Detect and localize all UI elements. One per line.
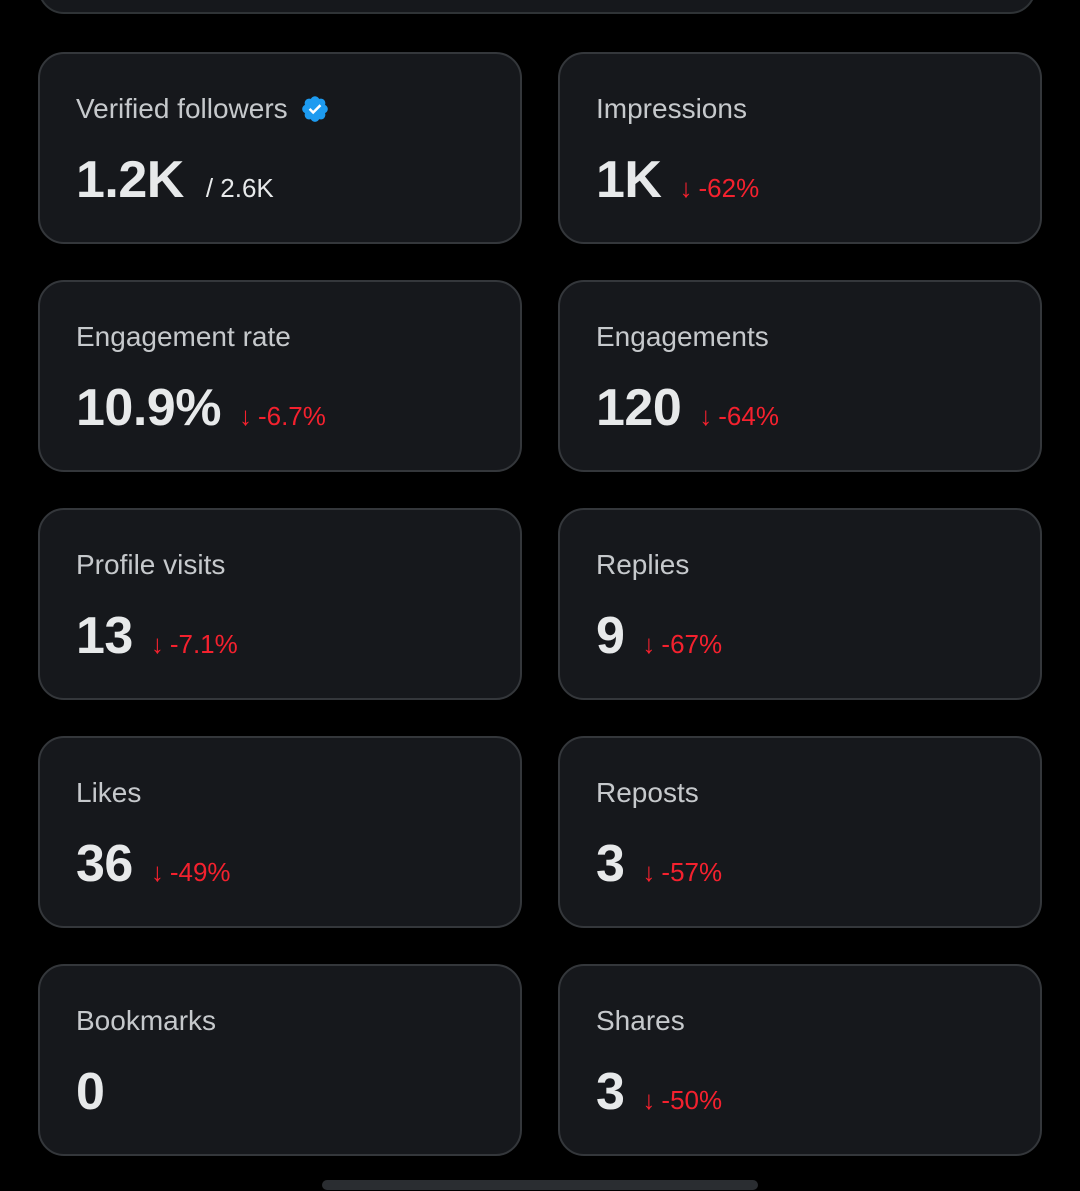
- metric-change: ↓ -7.1%: [151, 629, 238, 660]
- metric-card-engagements[interactable]: Engagements 120 ↓ -64%: [558, 280, 1042, 472]
- metric-change-value: -50%: [661, 1085, 723, 1115]
- metric-card-verified-followers[interactable]: Verified followers 1.2K / 2.6K: [38, 52, 522, 244]
- metric-change-value: -57%: [661, 857, 723, 887]
- metric-label: Bookmarks: [76, 1005, 217, 1036]
- metric-change-value: -64%: [718, 401, 779, 431]
- metric-value-row: 120 ↓ -64%: [596, 378, 1004, 438]
- verified-badge-icon: [301, 96, 328, 122]
- arrow-down-icon: ↓: [642, 857, 656, 887]
- metric-value-row: 3 ↓ -50%: [596, 1062, 1004, 1122]
- metric-value-row: 1K ↓ -62%: [596, 150, 1004, 210]
- metric-value: 0: [76, 1063, 105, 1121]
- metric-value: 3: [596, 835, 625, 893]
- metric-value-row: 13 ↓ -7.1%: [76, 606, 484, 666]
- metric-value: 1.2K: [76, 151, 184, 209]
- metric-change: ↓ -6.7%: [239, 401, 326, 432]
- metric-value-row: 36 ↓ -49%: [76, 834, 484, 894]
- metric-card-reposts[interactable]: Reposts 3 ↓ -57%: [558, 736, 1042, 928]
- arrow-down-icon: ↓: [699, 401, 713, 431]
- metric-label: Engagement rate: [76, 321, 291, 352]
- metric-card-engagement-rate[interactable]: Engagement rate 10.9% ↓ -6.7%: [38, 280, 522, 472]
- metric-label: Profile visits: [76, 549, 226, 580]
- metric-value-row: 1.2K / 2.6K: [76, 150, 484, 210]
- arrow-down-icon: ↓: [642, 629, 656, 659]
- metric-change: ↓ -49%: [151, 857, 231, 888]
- arrow-down-icon: ↓: [679, 173, 693, 203]
- metric-change: ↓ -64%: [699, 401, 779, 432]
- metric-value: 9: [596, 607, 625, 665]
- metric-change: ↓ -62%: [679, 173, 759, 204]
- metric-value: 1K: [596, 151, 662, 209]
- metric-change-value: -7.1%: [169, 629, 238, 659]
- metric-label: Likes: [76, 777, 142, 808]
- metric-value: 10.9%: [76, 379, 221, 437]
- metric-value: 13: [76, 607, 133, 665]
- metric-value-row: 0: [76, 1062, 484, 1122]
- metric-label: Verified followers: [76, 93, 288, 124]
- arrow-down-icon: ↓: [150, 857, 164, 887]
- metric-card-impressions[interactable]: Impressions 1K ↓ -62%: [558, 52, 1042, 244]
- metric-value-row: 9 ↓ -67%: [596, 606, 1004, 666]
- arrow-down-icon: ↓: [238, 401, 252, 431]
- metric-value: 120: [596, 379, 682, 437]
- arrow-down-icon: ↓: [150, 629, 164, 659]
- metric-label: Replies: [596, 549, 690, 580]
- metric-change: ↓ -67%: [642, 629, 722, 660]
- metric-value-row: 10.9% ↓ -6.7%: [76, 378, 484, 438]
- metric-label: Engagements: [596, 321, 769, 352]
- arrow-down-icon: ↓: [642, 1085, 656, 1115]
- metric-change-value: -67%: [661, 629, 723, 659]
- metric-change-value: -49%: [169, 857, 231, 887]
- metric-card-bookmarks[interactable]: Bookmarks 0: [38, 964, 522, 1156]
- metric-label: Reposts: [596, 777, 699, 808]
- metric-change: ↓ -57%: [642, 857, 722, 888]
- metric-card-replies[interactable]: Replies 9 ↓ -67%: [558, 508, 1042, 700]
- previous-card-edge: [38, 0, 1036, 14]
- metric-change: ↓ -50%: [642, 1085, 722, 1116]
- metric-card-likes[interactable]: Likes 36 ↓ -49%: [38, 736, 522, 928]
- metric-label: Impressions: [596, 93, 747, 124]
- metric-label-wrap: Verified followers: [76, 90, 484, 128]
- metric-card-shares[interactable]: Shares 3 ↓ -50%: [558, 964, 1042, 1156]
- metric-card-profile-visits[interactable]: Profile visits 13 ↓ -7.1%: [38, 508, 522, 700]
- metric-change-value: -62%: [698, 173, 760, 203]
- home-indicator[interactable]: [322, 1180, 758, 1190]
- metric-change-value: -6.7%: [257, 401, 326, 431]
- metric-value: 3: [596, 1063, 625, 1121]
- metric-value: 36: [76, 835, 133, 893]
- metric-total: / 2.6K: [205, 173, 274, 203]
- metrics-grid: Verified followers 1.2K / 2.6K Impressio…: [38, 52, 1042, 1156]
- metric-value-row: 3 ↓ -57%: [596, 834, 1004, 894]
- metric-label: Shares: [596, 1005, 685, 1036]
